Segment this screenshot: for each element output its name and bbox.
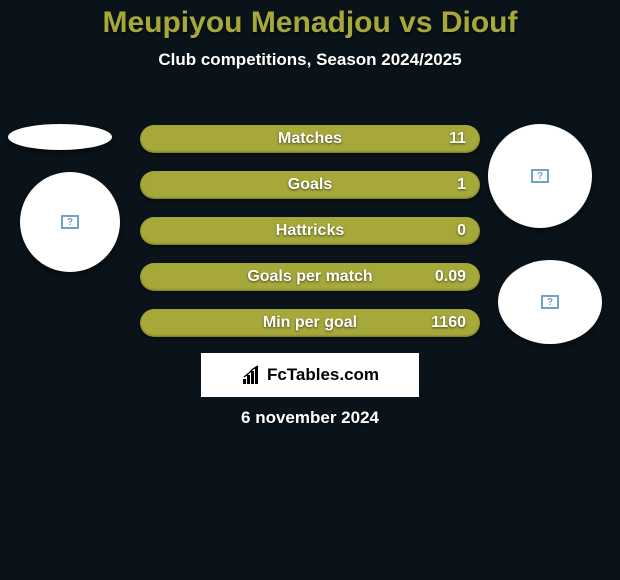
placeholder-icon: ? [541, 295, 559, 309]
stat-value: 1 [457, 176, 466, 194]
date-text: 6 november 2024 [0, 408, 620, 428]
stat-label: Min per goal [263, 314, 357, 332]
stat-bar: Matches 11 [140, 125, 480, 153]
stat-bar: Goals per match 0.09 [140, 263, 480, 291]
stat-value: 11 [449, 130, 466, 148]
stat-value: 0.09 [435, 268, 466, 286]
decor-circle-right-2: ? [498, 260, 602, 344]
decor-circle-right-1: ? [488, 124, 592, 228]
stat-label: Goals [288, 176, 332, 194]
stat-bar: Goals 1 [140, 171, 480, 199]
placeholder-icon: ? [531, 169, 549, 183]
stat-bar: Hattricks 0 [140, 217, 480, 245]
decor-ellipse-left [8, 124, 112, 150]
placeholder-icon: ? [61, 215, 79, 229]
stats-bars: Matches 11 Goals 1 Hattricks 0 Goals per… [140, 125, 480, 355]
page-title: Meupiyou Menadjou vs Diouf [0, 0, 620, 40]
stat-value: 0 [457, 222, 466, 240]
brand-text: FcTables.com [267, 365, 379, 385]
stat-value: 1160 [431, 314, 466, 332]
stat-bar: Min per goal 1160 [140, 309, 480, 337]
page-subtitle: Club competitions, Season 2024/2025 [0, 50, 620, 70]
brand-chart-icon [241, 365, 263, 385]
decor-circle-left: ? [20, 172, 120, 272]
brand-box: FcTables.com [201, 353, 419, 397]
stat-label: Matches [278, 130, 342, 148]
stat-label: Goals per match [247, 268, 372, 286]
stat-label: Hattricks [276, 222, 344, 240]
